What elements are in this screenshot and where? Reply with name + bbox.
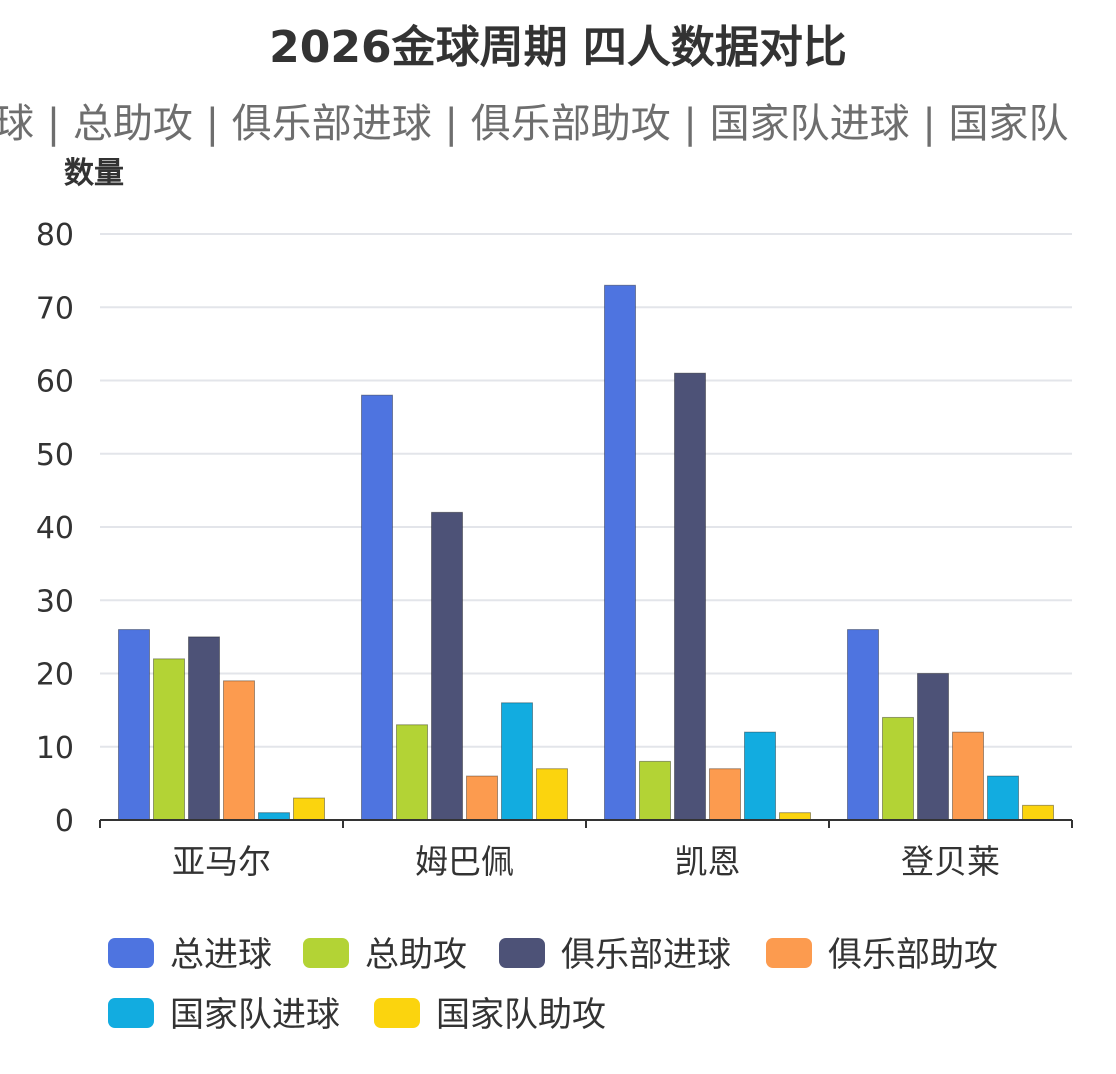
bars: [118, 284, 1054, 821]
bar: [744, 731, 776, 821]
y-tick-label: 60: [36, 365, 74, 400]
chart-title: 2026金球周期 四人数据对比: [269, 22, 847, 73]
y-tick-label: 30: [36, 584, 74, 619]
bar: [987, 775, 1019, 821]
bar: [466, 775, 498, 821]
x-axis-ticks: 亚马尔 姆巴佩 凯恩 登贝莱: [99, 820, 1073, 881]
legend-swatch: [499, 938, 545, 968]
x-tick-label: 登贝莱: [901, 842, 1000, 881]
bar: [536, 768, 568, 821]
bar: [674, 372, 706, 821]
bar: [223, 680, 255, 821]
legend-swatch: [108, 998, 154, 1028]
bar: [604, 284, 636, 821]
bar: [779, 812, 811, 821]
bar: [258, 812, 290, 821]
chart-subtitle: 球 | 总助攻 | 俱乐部进球 | 俱乐部助攻 | 国家队进球 | 国家队: [0, 101, 1069, 147]
legend-swatch: [374, 998, 420, 1028]
bar: [709, 768, 741, 821]
y-tick-label: 10: [36, 731, 74, 766]
y-axis-name: 数量: [64, 156, 124, 191]
legend-label: 俱乐部进球: [561, 935, 731, 975]
legend-swatch: [108, 938, 154, 968]
x-tick-label: 凯恩: [675, 842, 741, 881]
bar: [293, 797, 325, 821]
legend-swatch: [303, 938, 349, 968]
y-tick-label: 50: [36, 438, 74, 473]
bar: [639, 760, 671, 821]
legend-label: 总助攻: [365, 935, 467, 975]
x-tick-label: 姆巴佩: [415, 842, 514, 881]
bar: [882, 716, 914, 821]
bar: [501, 702, 533, 821]
y-axis-ticks: 0 10 20 30 40 50 60 70 80: [36, 218, 74, 839]
y-tick-label: 0: [55, 804, 74, 839]
bar: [118, 629, 150, 821]
bar: [153, 658, 185, 821]
y-tick-label: 80: [36, 218, 74, 253]
y-tick-label: 20: [36, 658, 74, 693]
bar: [188, 636, 220, 821]
bar: [361, 394, 393, 821]
bar: [917, 673, 949, 821]
x-tick-label: 亚马尔: [172, 842, 271, 881]
legend-label: 国家队助攻: [436, 995, 606, 1035]
bar: [431, 511, 463, 821]
gridlines: [100, 233, 1072, 748]
bar: [1022, 804, 1054, 821]
bar: [396, 724, 428, 821]
legend-label: 俱乐部助攻: [828, 935, 998, 975]
legend-label: 总进球: [170, 935, 272, 975]
bar: [847, 629, 879, 821]
legend-label: 国家队进球: [170, 995, 340, 1035]
bar: [952, 731, 984, 821]
y-tick-label: 70: [36, 291, 74, 326]
y-tick-label: 40: [36, 511, 74, 546]
legend-swatch: [766, 938, 812, 968]
